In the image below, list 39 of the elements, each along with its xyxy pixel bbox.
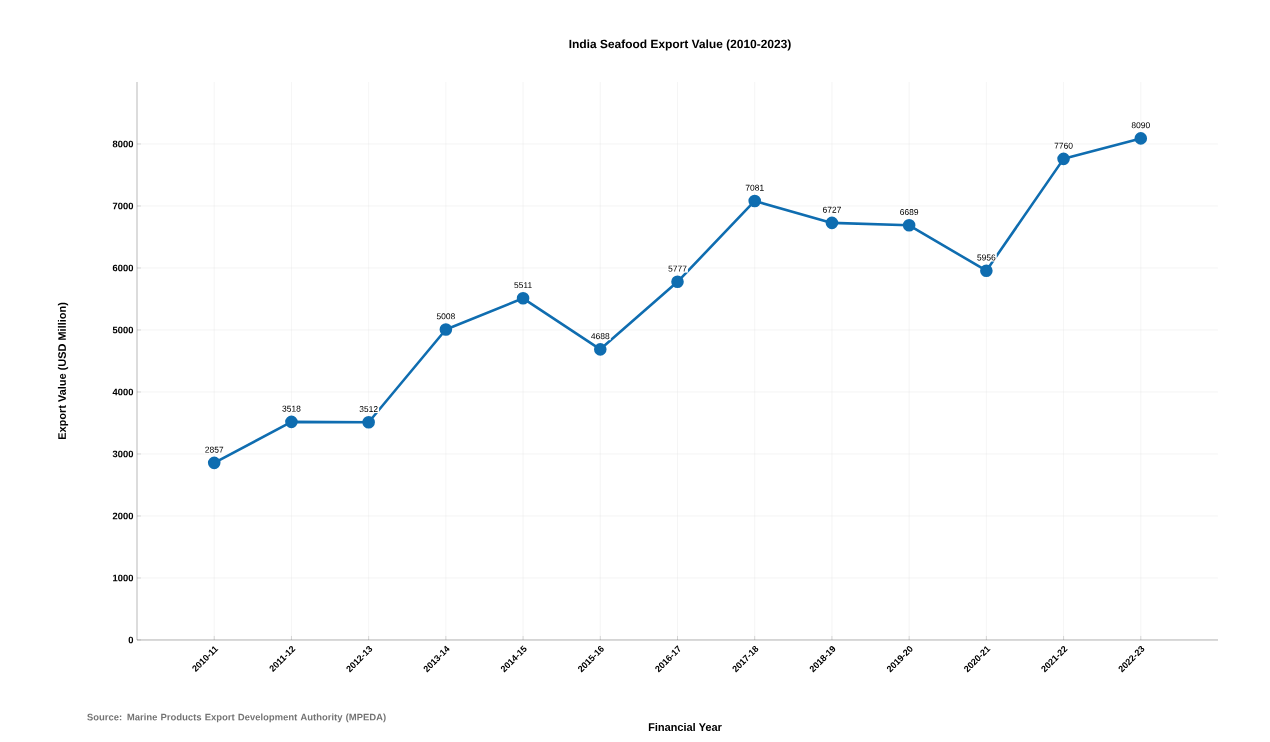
source-note: Source: Marine Products Export Development Authority (MPEDA) [87,713,386,723]
y-tick-label: 6000 [112,264,134,272]
y-axis-title: Export Value (USD Million) [57,302,69,440]
y-tick-label: 4000 [112,388,134,396]
chart-title: India Seafood Export Value (2010-2023) [569,39,791,51]
data-label: 3512 [359,406,378,413]
y-tick-label: 7000 [112,202,134,210]
y-tick-label: 8000 [112,140,134,148]
y-tick-label: 1000 [113,574,134,582]
data-label: 6689 [900,209,919,216]
data-label: 3518 [282,405,301,412]
point [207,456,221,470]
y-tick-label: 0 [128,636,134,644]
point [980,264,993,278]
data-label: 5511 [514,282,532,289]
point [516,292,530,305]
data-label: 5008 [436,313,455,320]
point [748,194,762,208]
y-tick-label: 3000 [112,450,134,458]
data-label: 5956 [977,254,996,261]
data-label: 5777 [668,265,687,272]
point [902,218,916,232]
x-axis-title: Financial Year [648,722,722,732]
point [825,216,839,230]
data-label: 6727 [822,206,841,213]
point [285,415,298,429]
data-label: 4688 [591,333,610,340]
y-tick-label: 2000 [112,512,134,520]
data-label: 8090 [1131,122,1150,129]
point [1057,152,1070,166]
point [439,323,453,336]
data-label: 7760 [1054,142,1073,149]
point [1134,132,1148,145]
data-label: 2857 [205,446,224,453]
data-label: 7081 [745,184,764,191]
point [593,343,607,356]
y-tick-label: 5000 [112,326,134,334]
point [671,275,684,289]
point [362,415,375,429]
